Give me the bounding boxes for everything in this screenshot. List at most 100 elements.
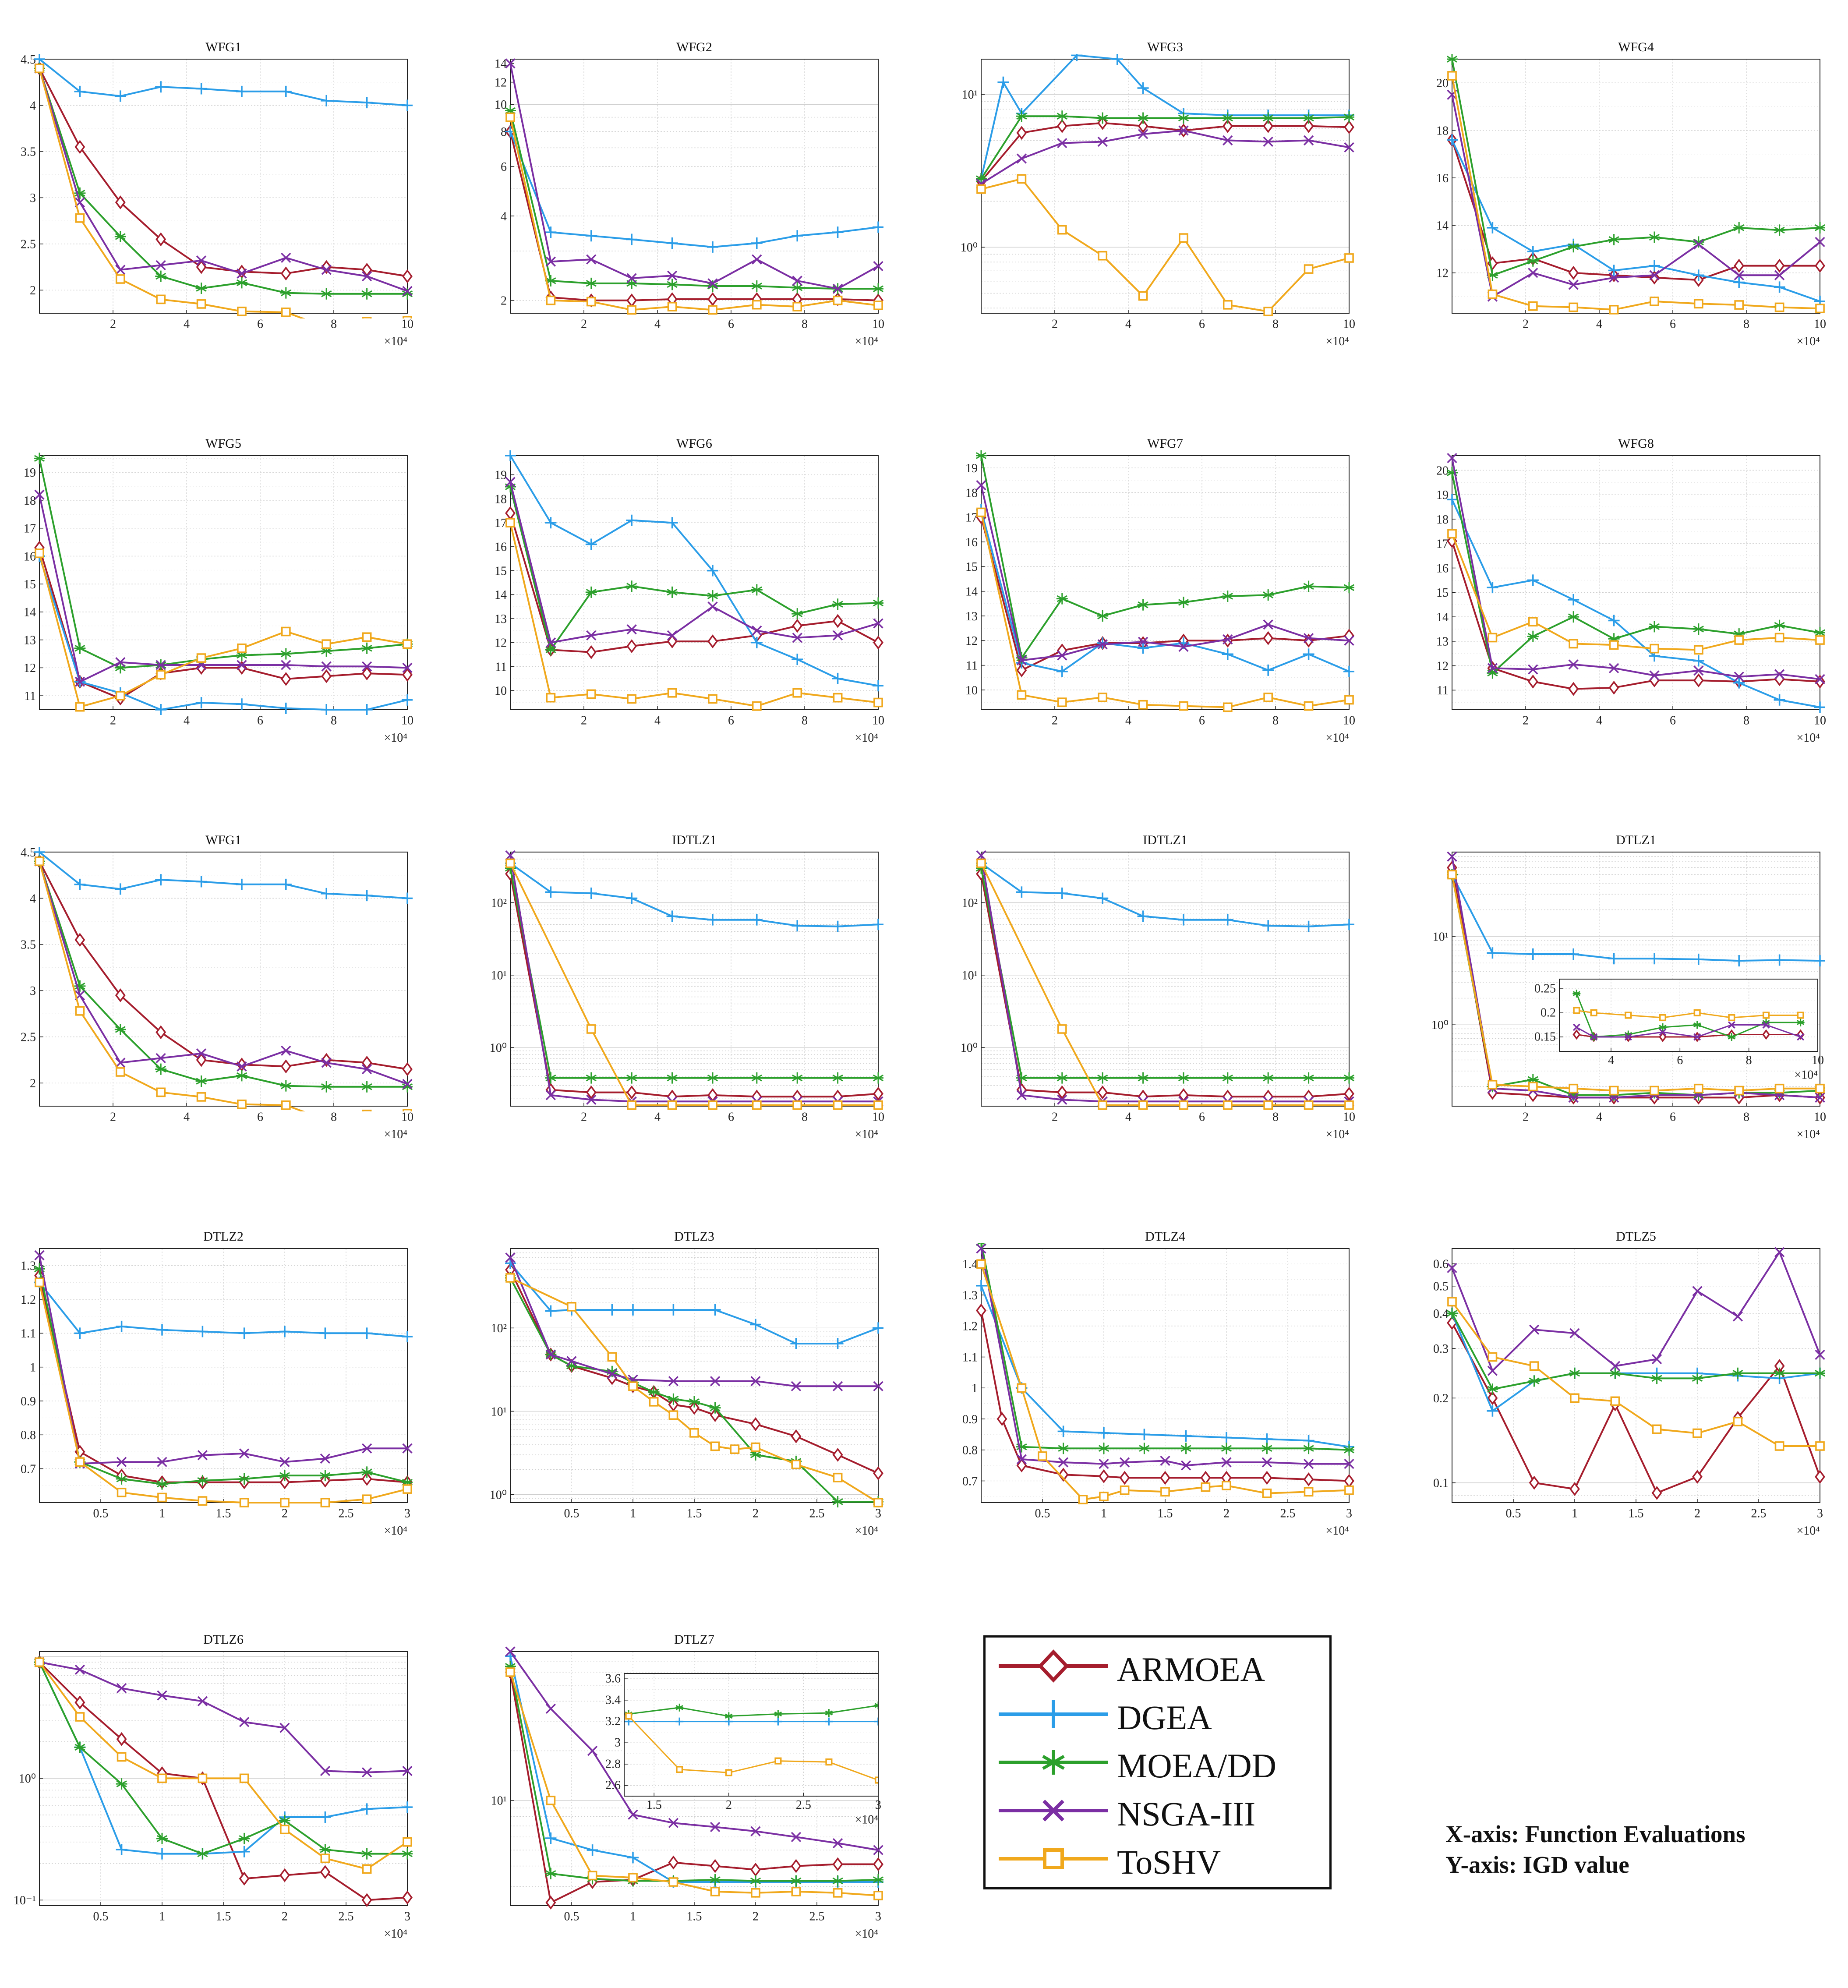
chart-dtlz6-16-point-armoea (74, 1695, 85, 1710)
chart-wfg2-1-point-nsga-iii (792, 276, 802, 286)
chart-wfg5-4-point-toshv (281, 626, 291, 637)
chart-wfg7-6-point-nsga-iii (1223, 634, 1233, 645)
chart-dtlz3-13-point-armoea (873, 1466, 883, 1480)
chart-dtlz3-13-point-toshv (668, 1410, 678, 1420)
chart-wfg4-3-plot-bg (1452, 59, 1820, 313)
chart-dtlz4-14-point-nsga-iii (1058, 1457, 1069, 1468)
chart-wfg7-6-series-moea-dd (976, 450, 1354, 664)
chart-wfg7-6-point-toshv (1263, 692, 1273, 702)
chart-dtlz2-12-point-moea-dd (319, 1470, 331, 1482)
chart-dtlz6-16-point-nsga-iii (116, 1683, 127, 1694)
chart-wfg7-6-point-nsga-iii (976, 480, 986, 491)
chart-dtlz4-14-point-dgea (1138, 1429, 1150, 1440)
chart-dtlz3-13-point-armoea (750, 1417, 761, 1431)
chart-dtlz3-13-point-nsga-iii (710, 1376, 721, 1387)
chart-wfg5-4-point-armoea (321, 669, 332, 683)
chart-wfg4-3-point-dgea (1693, 269, 1704, 281)
chart-dtlz5-15-y-tick-label: 0.3 (1433, 1342, 1449, 1356)
chart-wfg5-4-point-moea-dd (361, 642, 373, 654)
chart-dtlz4-14-y-tick-label: 1 (972, 1382, 978, 1395)
chart-wfg7-6-data (976, 450, 1354, 712)
chart-dtlz4-14-point-toshv (1017, 1383, 1027, 1393)
chart-wfg8-7-point-dgea (1568, 594, 1579, 606)
chart-wfg3-2-point-toshv (1263, 307, 1273, 316)
chart-wfg5-4-point-dgea (236, 698, 247, 710)
chart-wfg3-2-point-armoea (1344, 120, 1354, 134)
chart-dtlz2-12-point-dgea (238, 1327, 250, 1339)
chart-wfg1-8-point-nsga-iii (321, 1058, 332, 1068)
chart-dtlz2-12-y-tick-label: 0.8 (21, 1429, 36, 1442)
chart-wfg6-5: WFG6 2 4 6 8 10 10 11 12 13 14 15 16 17 18 19 ×10⁴ (495, 436, 884, 745)
chart-wfg6-5-point-toshv (792, 688, 802, 698)
chart-wfg6-5-title: WFG6 (676, 436, 712, 451)
chart-dtlz6-16-series-toshv (35, 1657, 412, 1874)
chart-wfg2-1-point-dgea (626, 233, 638, 245)
chart-dtlz2-12-point-moea-dd (34, 1263, 45, 1275)
chart-wfg1-8-point-toshv (281, 1100, 291, 1110)
chart-dtlz1-11-inset-point-toshv (1590, 1009, 1597, 1017)
chart-dtlz4-14-point-nsga-iii (1016, 1454, 1027, 1464)
chart-wfg4-3-point-dgea (1774, 281, 1785, 293)
chart-wfg8-7-point-nsga-iii (1447, 453, 1457, 463)
chart-idtlz1-10-data (976, 850, 1354, 1110)
chart-dtlz3-13-x-exponent: ×10⁴ (855, 1524, 878, 1538)
chart-idtlz1-9-point-dgea (832, 920, 844, 932)
chart-dtlz5-15-point-toshv (1652, 1424, 1662, 1434)
chart-dtlz4-14-y-tick-label: 1.3 (962, 1289, 978, 1302)
chart-wfg8-7-line-nsga-iii (1451, 458, 1820, 680)
chart-dtlz4-14-point-moea-dd (1138, 1443, 1150, 1454)
chart-idtlz1-9-point-moea-dd (626, 1072, 638, 1084)
chart-wfg6-5-x-tick-label: 4 (654, 714, 661, 728)
chart-wfg5-4-x-exponent: ×10⁴ (384, 731, 407, 745)
chart-dtlz7-17-point-nsga-iii (505, 1646, 516, 1657)
chart-wfg5-4: WFG5 2 4 6 8 10 11 12 13 14 15 16 17 18 19 ×10⁴ (24, 436, 413, 745)
chart-wfg5-4-y-tick-label: 11 (24, 690, 36, 703)
chart-dtlz3-13-series-dgea (505, 1257, 883, 1349)
chart-dtlz5-15-y-tick-label: 0.4 (1433, 1307, 1449, 1321)
chart-wfg7-6-series-nsga-iii (976, 480, 1354, 666)
chart-dtlz2-12-y-tick-label: 1.2 (21, 1293, 36, 1307)
chart-wfg2-1-point-dgea (666, 237, 678, 249)
chart-dtlz3-13-point-toshv (607, 1352, 617, 1362)
chart-dtlz2-12-line-toshv (39, 1282, 408, 1503)
chart-wfg1-0-point-toshv (75, 213, 85, 223)
chart-wfg6-5-x-tick-label: 2 (581, 714, 587, 728)
chart-wfg7-6-point-dgea (1343, 665, 1354, 677)
chart-dtlz4-14-point-toshv (976, 1259, 986, 1269)
chart-dtlz1-11-point-toshv (1609, 1086, 1619, 1096)
chart-dtlz4-14-point-toshv (1160, 1487, 1170, 1497)
chart-dtlz5-15-point-nsga-iii (1815, 1349, 1825, 1360)
chart-wfg8-7-line-dgea (1451, 499, 1820, 708)
chart-dtlz2-12-point-dgea (197, 1326, 208, 1337)
chart-dtlz3-13-point-dgea (606, 1304, 618, 1316)
chart-dtlz4-14-point-nsga-iii (1099, 1458, 1109, 1469)
chart-idtlz1-10-frame (981, 852, 1350, 1107)
chart-wfg3-2-point-nsga-iii (1303, 135, 1314, 146)
chart-wfg6-5-y-tick-label: 12 (495, 637, 507, 650)
chart-dtlz3-13-point-nsga-iii (791, 1381, 802, 1391)
chart-dtlz1-11-grid (1452, 852, 1820, 1106)
chart-wfg8-7-point-toshv (1774, 633, 1784, 643)
chart-dtlz7-17-point-nsga-iii (668, 1818, 679, 1828)
chart-dtlz5-15-line-moea-dd (1451, 1313, 1820, 1390)
chart-wfg2-1-point-armoea (707, 292, 718, 306)
chart-idtlz1-9-point-dgea (666, 910, 678, 922)
chart-wfg2-1-series-dgea (505, 126, 883, 253)
chart-dtlz5-15-y-tick-label: 0.1 (1433, 1476, 1449, 1490)
chart-wfg6-5-point-dgea (873, 680, 883, 692)
chart-wfg2-1-y-tick-label: 12 (495, 76, 507, 89)
chart-dtlz6-16-point-toshv (320, 1854, 330, 1863)
chart-wfg3-2-x-tick-label: 6 (1199, 318, 1205, 331)
chart-wfg8-7-point-nsga-iii (1693, 665, 1704, 676)
chart-dtlz4-14-point-armoea (1016, 1458, 1027, 1473)
chart-wfg5-4-grid (39, 456, 408, 710)
chart-dtlz5-15-point-moea-dd (1487, 1383, 1498, 1395)
chart-wfg2-1-point-moea-dd (873, 283, 883, 295)
chart-wfg4-3-point-toshv (1734, 300, 1744, 310)
chart-wfg1-8-y-tick-label: 3.5 (21, 938, 36, 952)
chart-dtlz7-17-x-tick-label: 1 (630, 1910, 636, 1924)
chart-dtlz2-12-point-nsga-iii (197, 1450, 208, 1461)
chart-dtlz1-11-inset-point-toshv (1762, 1012, 1770, 1019)
chart-idtlz1-10-series-dgea (976, 857, 1354, 932)
chart-idtlz1-10-point-dgea (1097, 892, 1109, 904)
